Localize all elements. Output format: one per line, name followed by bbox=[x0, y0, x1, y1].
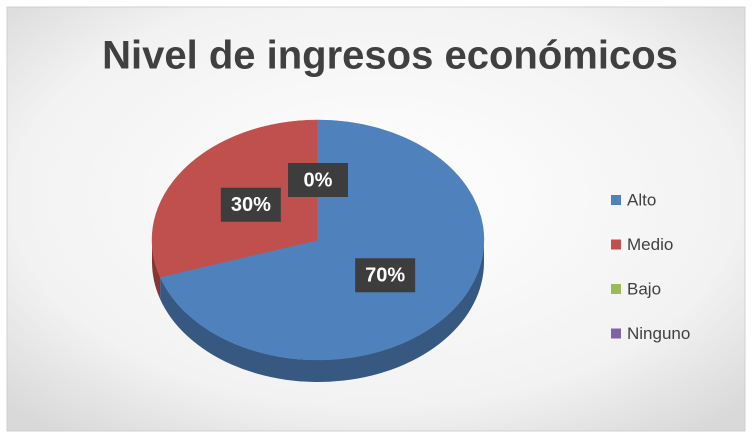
legend-swatch bbox=[611, 195, 621, 205]
legend-label: Bajo bbox=[627, 279, 661, 298]
legend-label: Ninguno bbox=[627, 324, 690, 343]
data-label: 70% bbox=[365, 265, 405, 287]
legend-swatch bbox=[611, 328, 621, 339]
legend: Alto Medio Bajo Ninguno bbox=[611, 190, 690, 343]
legend-swatch bbox=[611, 239, 621, 250]
pie-slice bbox=[159, 119, 485, 361]
data-label: 0% bbox=[304, 169, 333, 191]
data-label-box bbox=[288, 163, 348, 197]
data-label-box bbox=[355, 258, 416, 293]
pie-tops bbox=[151, 119, 485, 361]
data-label-box bbox=[220, 187, 281, 222]
legend-label: Alto bbox=[627, 190, 656, 209]
legend-label: Medio bbox=[627, 235, 673, 254]
chart-title: Nivel de ingresos económicos bbox=[102, 34, 678, 78]
pie-wall bbox=[152, 240, 161, 300]
data-labels: 70%30%0%0% bbox=[220, 163, 416, 293]
data-label: 30% bbox=[231, 194, 271, 216]
legend-swatch bbox=[611, 284, 621, 294]
